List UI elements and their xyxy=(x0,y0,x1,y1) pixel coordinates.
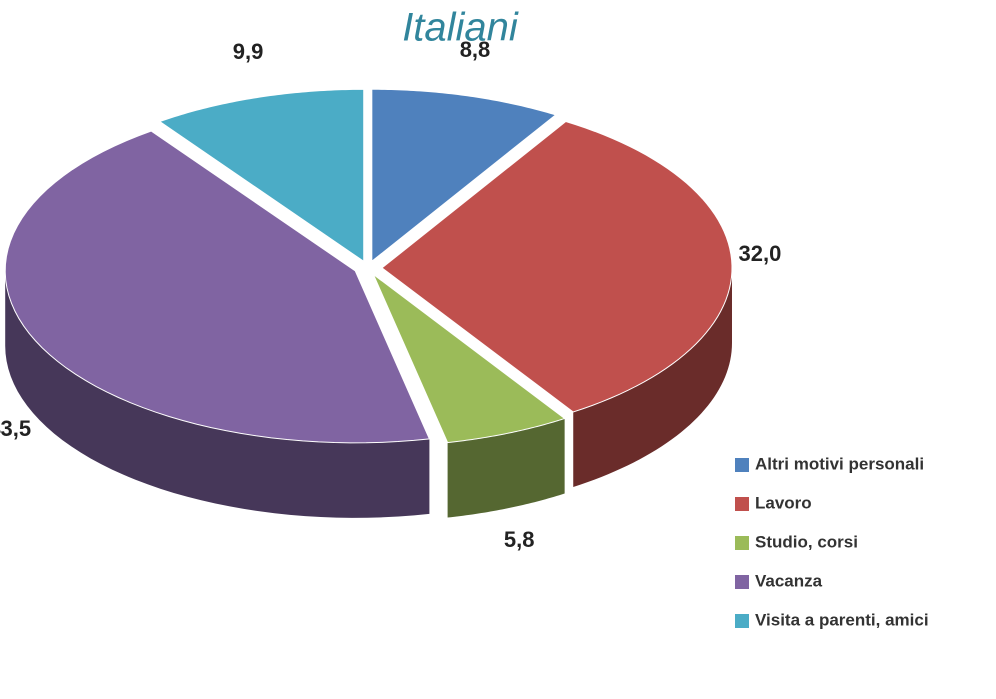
legend-label: Vacanza xyxy=(755,571,823,590)
legend-label: Lavoro xyxy=(755,493,812,512)
data-label: 32,0 xyxy=(739,241,782,266)
slice xyxy=(158,88,365,263)
legend-swatch xyxy=(735,575,749,589)
slice-side xyxy=(447,418,565,518)
slice xyxy=(381,120,733,413)
legend-swatch xyxy=(735,536,749,550)
slice-tops xyxy=(4,88,733,444)
chart-title: Italiani xyxy=(402,6,519,50)
legend-label: Altri motivi personali xyxy=(755,454,924,473)
data-label: 9,9 xyxy=(233,39,264,64)
slice xyxy=(4,130,431,444)
legend-label: Visita a parenti, amici xyxy=(755,610,929,629)
data-label: 5,8 xyxy=(504,527,535,552)
legend-swatch xyxy=(735,458,749,472)
data-label: 8,8 xyxy=(460,37,491,62)
slice xyxy=(371,88,557,263)
slice-side xyxy=(5,270,430,518)
slice xyxy=(372,272,566,444)
data-label: 43,5 xyxy=(0,416,31,441)
legend-label: Studio, corsi xyxy=(755,532,858,551)
legend-swatch xyxy=(735,614,749,628)
legend-swatch xyxy=(735,497,749,511)
